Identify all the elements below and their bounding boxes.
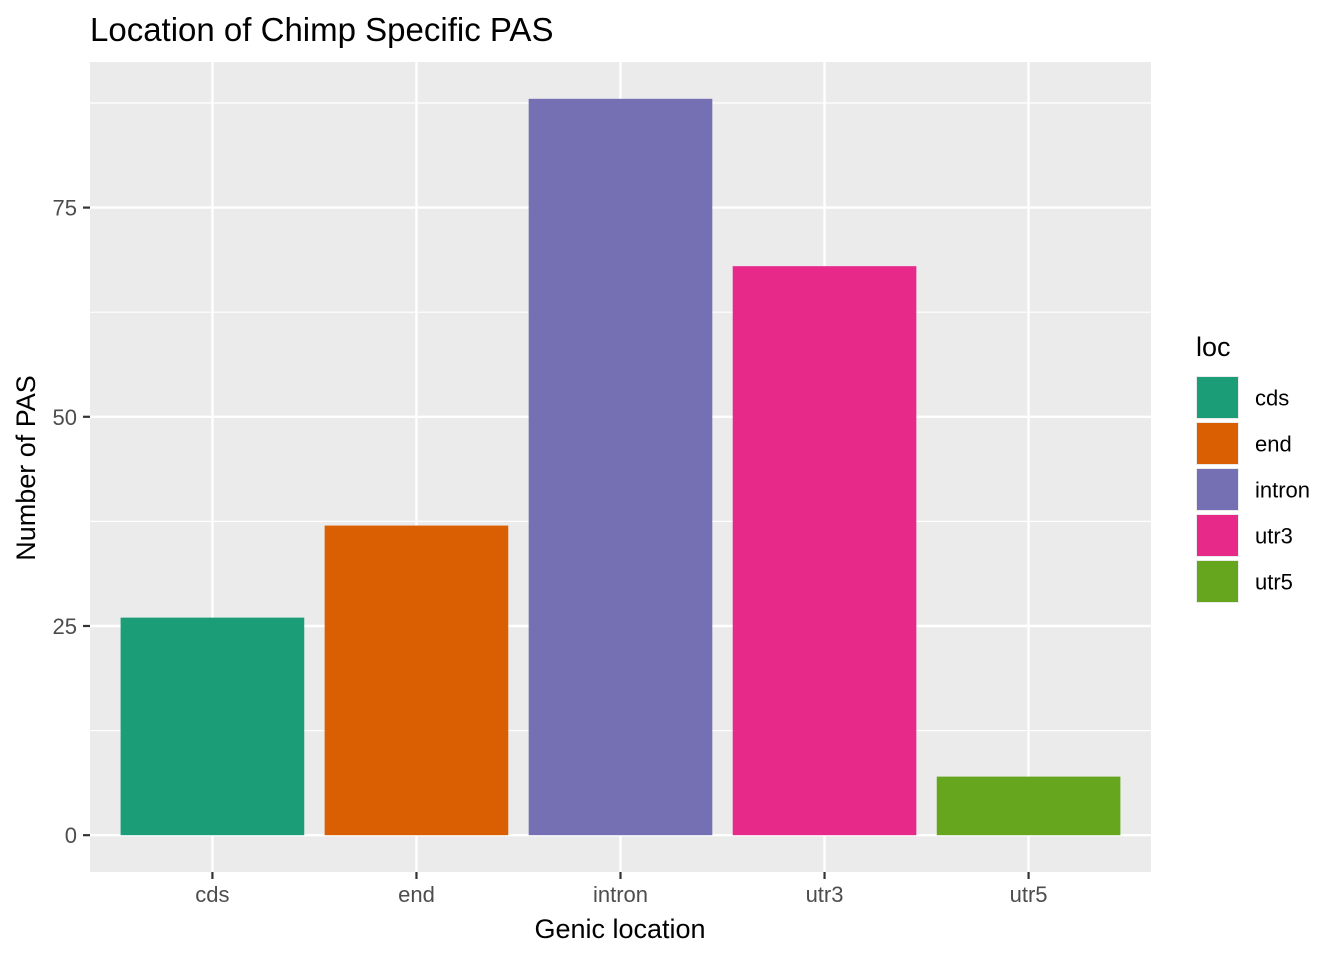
chart-title: Location of Chimp Specific PAS [90,11,553,48]
legend-swatch-utr3 [1197,515,1238,556]
legend-label: end [1255,432,1292,457]
legend-swatch-cds [1197,377,1238,418]
bar-cds [120,617,305,836]
x-tick-label: cds [195,882,229,907]
legend-swatch-end [1197,423,1238,464]
x-tick-label: intron [593,882,648,907]
y-tick-label: 0 [65,823,77,848]
legend-title: loc [1196,332,1231,362]
bar-end [324,525,509,836]
x-tick-label: utr5 [1010,882,1048,907]
y-axis-title: Number of PAS [11,375,41,561]
legend-swatch-intron [1197,469,1238,510]
x-axis: cds end intron utr3 utr5 [195,872,1048,907]
y-tick-label: 25 [53,614,77,639]
legend-label: cds [1255,386,1289,411]
legend-items: cds end intron utr3 utr5 [1196,376,1310,603]
bar-utr3 [732,266,917,836]
y-axis: 0 25 50 75 [53,196,90,848]
legend: loc cds end intron utr3 utr5 [1196,332,1310,603]
legend-label: intron [1255,478,1310,503]
x-tick-label: end [398,882,435,907]
legend-label: utr5 [1255,570,1293,595]
legend-swatch-utr5 [1197,561,1238,602]
y-tick-label: 50 [53,405,77,430]
y-tick-label: 75 [53,196,77,221]
x-axis-title: Genic location [534,914,705,944]
x-tick-label: utr3 [806,882,844,907]
bar-utr5 [936,776,1121,836]
bars [120,98,1121,836]
bar-intron [528,98,713,836]
legend-label: utr3 [1255,524,1293,549]
